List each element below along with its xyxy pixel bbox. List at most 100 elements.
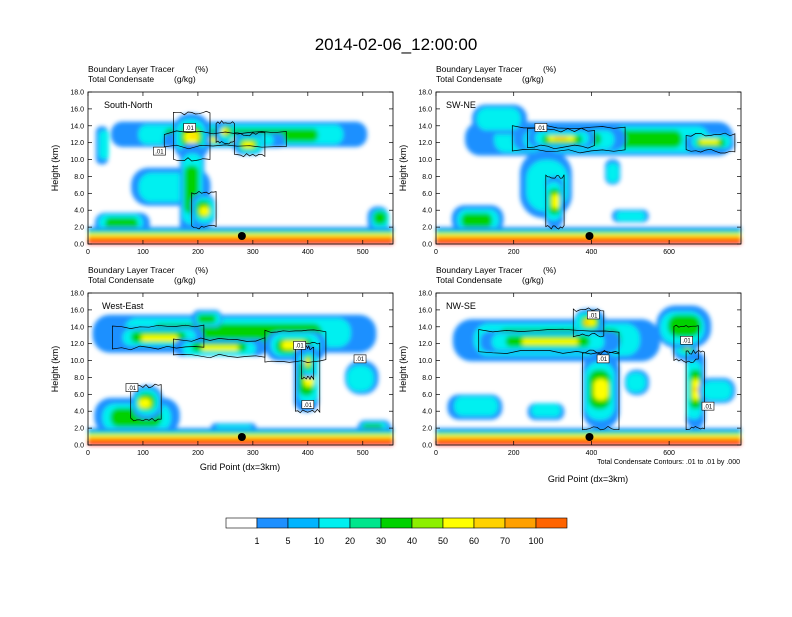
- x-tick-label: 400: [302, 450, 314, 457]
- field-layer: [436, 104, 741, 244]
- y-tick-label: 0.0: [74, 242, 84, 249]
- colorbar-label: 50: [438, 536, 448, 546]
- colorbar-swatch: [318, 517, 351, 529]
- y-tick-label: 8.0: [422, 375, 432, 382]
- plot-frame: [435, 292, 742, 446]
- y-tick-label: 10.0: [70, 358, 84, 365]
- x-tick-label: 0: [434, 450, 438, 457]
- contour-label-box: [301, 400, 315, 409]
- field-cell: [141, 335, 178, 342]
- y-tick-label: 8.0: [74, 375, 84, 382]
- plot-area: [435, 91, 742, 245]
- y-tick-label: 2.0: [422, 426, 432, 433]
- contour-line: [264, 329, 327, 363]
- colorbar-label: 100: [528, 536, 543, 546]
- y-tick-label: 16.0: [70, 307, 84, 314]
- figure-title: 2014-02-06_12:00:00: [315, 35, 478, 54]
- contour-line: [582, 349, 620, 431]
- panel-label: West-East: [102, 301, 144, 311]
- colorbar-swatch: [225, 517, 258, 529]
- x-ticks: 0 100 200 300 400 500: [86, 92, 369, 256]
- contour-line: [673, 324, 699, 363]
- x-axis-label: Grid Point (dx=3km): [548, 474, 628, 484]
- panel-title-line1-unit: (%): [543, 265, 556, 275]
- y-tick-label: 14.0: [70, 123, 84, 130]
- colorbar-swatch: [473, 517, 506, 529]
- colorbar-label: 5: [285, 536, 290, 546]
- colorbar-swatch: [287, 517, 320, 529]
- y-tick-label: 2.0: [74, 426, 84, 433]
- contour-line: [545, 174, 565, 230]
- y-tick-label: 4.0: [422, 409, 432, 416]
- contour-line: [685, 349, 705, 431]
- y-tick-label: 2.0: [422, 225, 432, 232]
- colorbar-swatch: [411, 517, 444, 529]
- field-cell: [436, 442, 741, 445]
- contour-label-box: [701, 401, 715, 411]
- contour-line: [191, 190, 217, 230]
- colorbar-label: 1: [254, 536, 259, 546]
- y-tick-label: 18.0: [70, 291, 84, 298]
- field-cell: [197, 314, 216, 324]
- field-layer: [88, 310, 393, 445]
- x-tick-label: 100: [137, 249, 149, 256]
- x-tick-label: 600: [663, 249, 675, 256]
- field-cell: [476, 107, 521, 131]
- contour-label-box: [153, 146, 166, 156]
- colorbar-label: 20: [345, 536, 355, 546]
- panel-title-line2-unit: (g/kg): [522, 275, 544, 285]
- plot-area: [87, 292, 394, 446]
- panel-title-line2: Total Condensate: [88, 74, 154, 84]
- y-tick-label: 12.0: [418, 140, 432, 147]
- field-cell: [699, 139, 720, 145]
- panel-title-line1-unit: (%): [195, 64, 208, 74]
- y-tick-label: 4.0: [422, 208, 432, 215]
- field-cell: [436, 241, 741, 244]
- y-tick-label: 6.0: [422, 191, 432, 198]
- y-tick-label: 18.0: [418, 90, 432, 97]
- contour-line: [130, 383, 162, 422]
- x-tick-label: 0: [434, 249, 438, 256]
- x-tick-label: 400: [302, 249, 314, 256]
- y-tick-label: 12.0: [70, 140, 84, 147]
- y-ticks: 0.0 2.0 4.0 6.0 8.0 10.0 12.0 14.0 16.0 18.0: [418, 291, 741, 450]
- contour-line: [163, 130, 287, 150]
- field-cell: [461, 212, 493, 228]
- location-marker: [585, 433, 594, 441]
- field-cell: [626, 372, 646, 393]
- contour-line: [478, 328, 620, 355]
- y-tick-label: 2.0: [74, 225, 84, 232]
- field-cell: [189, 135, 197, 138]
- panel-title-line2: Total Condensate: [436, 74, 502, 84]
- x-tick-label: 500: [357, 249, 369, 256]
- panel-title-line2: Total Condensate: [436, 275, 502, 285]
- y-ticks: 0.0 2.0 4.0 6.0 8.0 10.0 12.0 14.0 16.0 18.0: [70, 90, 393, 249]
- contour-note: Total Condensate Contours: .01 to .01 by…: [597, 459, 740, 466]
- colorbar-labels: 1 5 10 20 30 40 50 60 70 100: [254, 536, 543, 546]
- y-tick-label: 4.0: [74, 409, 84, 416]
- contour-line: [234, 131, 266, 158]
- x-axis-label: Grid Point (dx=3km): [200, 462, 280, 472]
- contour-label: .01: [304, 403, 313, 409]
- y-tick-label: 14.0: [418, 123, 432, 130]
- contour-label: .01: [185, 126, 194, 132]
- contour-label: .01: [356, 357, 365, 363]
- contour-lines: [478, 307, 705, 431]
- colorbar-swatch: [256, 517, 289, 529]
- y-axis-label: Height (km): [50, 145, 60, 192]
- y-ticks: 0.0 2.0 4.0 6.0 8.0 10.0 12.0 14.0 16.0 18.0: [418, 90, 741, 249]
- y-tick-label: 0.0: [74, 443, 84, 450]
- field-cell: [615, 211, 646, 222]
- x-tick-label: 200: [508, 450, 520, 457]
- colorbar-swatch: [380, 517, 413, 529]
- contour-label: .01: [682, 339, 691, 345]
- field-cell: [553, 137, 568, 140]
- colorbar-swatch: [442, 517, 475, 529]
- contour-label-box: [680, 335, 693, 345]
- contour-labels: .01: [534, 123, 548, 132]
- x-tick-label: 0: [86, 450, 90, 457]
- contour-label-box: [293, 341, 306, 350]
- field-cell: [88, 241, 393, 244]
- contour-label-box: [183, 123, 196, 132]
